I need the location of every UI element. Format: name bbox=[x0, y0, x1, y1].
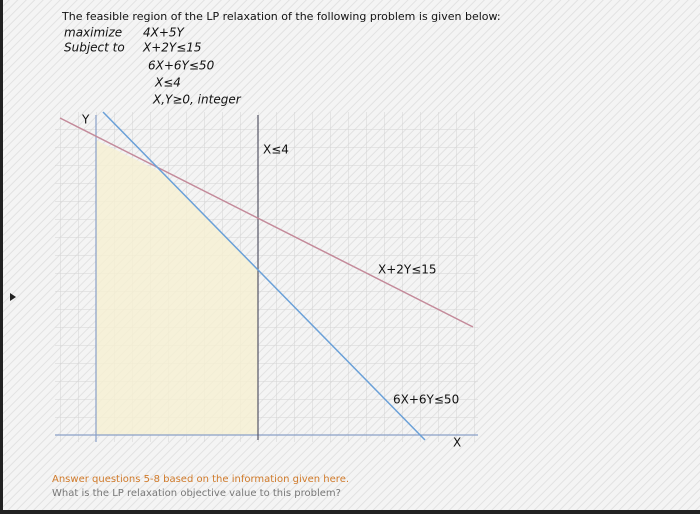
constraint: X≤4 bbox=[154, 76, 181, 90]
footer-heading: Answer questions 5-8 based on the inform… bbox=[52, 474, 349, 485]
feasible-region bbox=[96, 140, 258, 435]
objective-label: maximize bbox=[64, 26, 122, 40]
y-axis-label: Y bbox=[81, 113, 90, 127]
intro: The feasible region of the LP relaxation… bbox=[61, 10, 501, 23]
constraint: X+2Y≤15 bbox=[142, 41, 202, 55]
line-label: X≤4 bbox=[263, 143, 289, 157]
graph: Y X X≤4 X+2Y≤15 6X+6Y≤50 bbox=[55, 111, 478, 450]
expand-arrow[interactable] bbox=[10, 293, 16, 301]
line-label: X+2Y≤15 bbox=[378, 263, 437, 277]
line-label: 6X+6Y≤50 bbox=[393, 393, 459, 407]
constraint: X,Y≥0, integer bbox=[152, 93, 242, 107]
left-edge bbox=[0, 0, 3, 514]
constraints-label: Subject to bbox=[64, 41, 125, 55]
constraint-line bbox=[102, 111, 426, 441]
objective: 4X+5Y bbox=[143, 26, 186, 40]
footer-question: What is the LP relaxation objective valu… bbox=[52, 488, 341, 499]
constraint-line bbox=[59, 117, 474, 328]
bottom-edge bbox=[0, 510, 700, 514]
x-axis-label: X bbox=[453, 436, 461, 450]
constraint: 6X+6Y≤50 bbox=[148, 59, 215, 73]
